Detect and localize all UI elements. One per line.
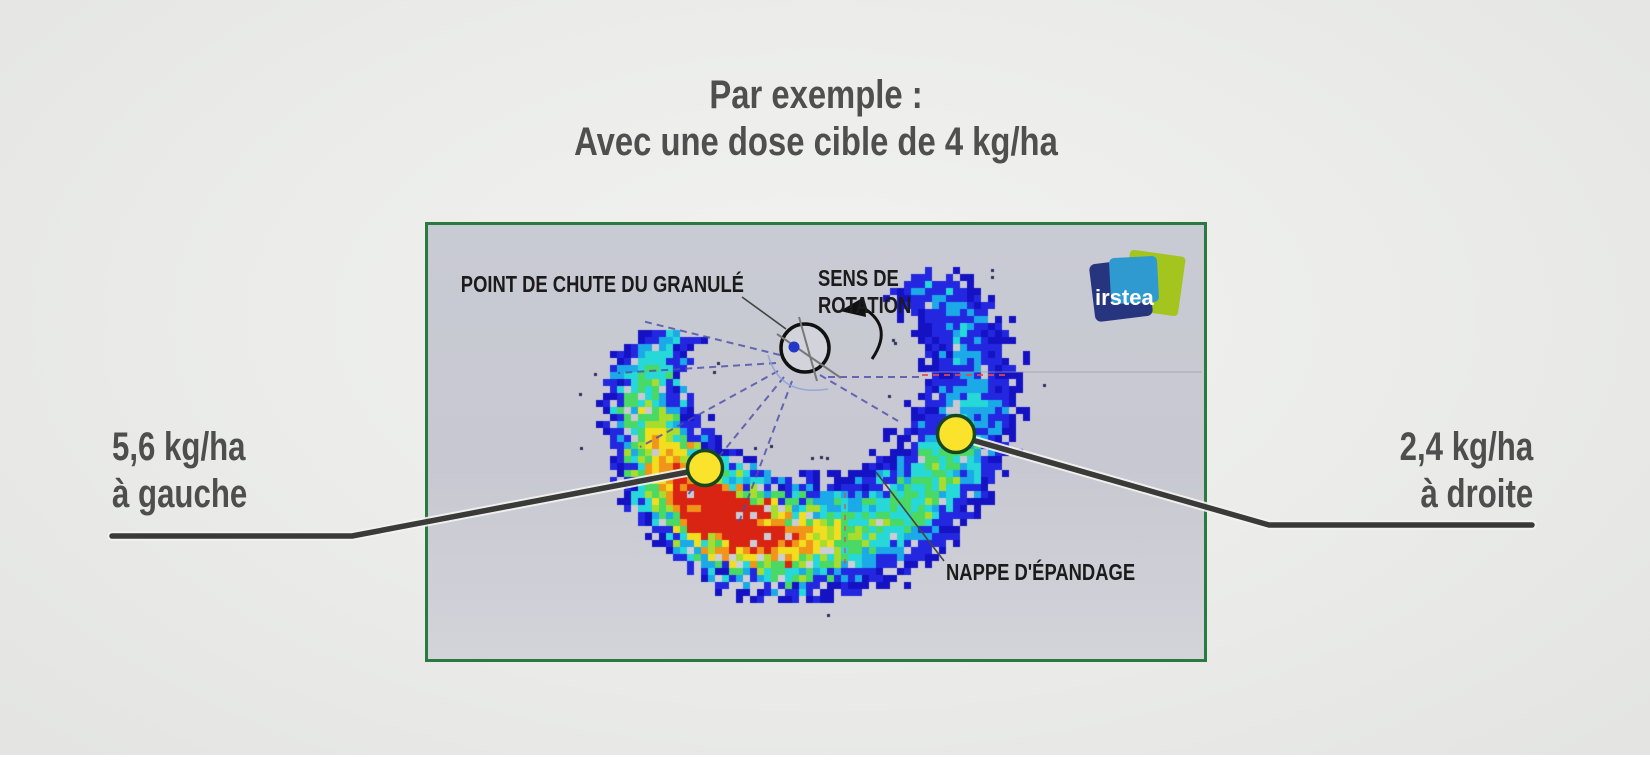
drop-point-leader-line	[741, 296, 787, 330]
label-spread-sheet: NAPPE D'ÉPANDAGE	[946, 559, 1136, 585]
page-title: Par exemple : Avec une dose cible de 4 k…	[521, 72, 1111, 166]
title-line-1: Par exemple :	[709, 73, 923, 117]
annotation-left-value: 5,6 kg/ha	[112, 425, 246, 469]
spreader-disc	[779, 322, 831, 374]
disc-underline-arc	[767, 354, 829, 391]
rotation-arrow-head	[840, 297, 866, 317]
trajectory-rays	[617, 320, 920, 526]
disc-cross-lines	[776, 316, 842, 382]
label-rotation-line-1: SENS DE	[818, 265, 899, 291]
granule-drop-dot	[788, 341, 800, 353]
title-line-2: Avec une dose cible de 4 kg/ha	[574, 120, 1058, 164]
label-drop-point: POINT DE CHUTE DU GRANULÉ	[460, 271, 744, 297]
annotation-left: 5,6 kg/ha à gauche	[112, 424, 247, 518]
label-rotation-direction: SENS DE ROTATION	[818, 265, 911, 319]
irstea-logo-text: irstea	[1095, 285, 1154, 310]
annotation-right: 2,4 kg/ha à droite	[1399, 424, 1533, 518]
irstea-logo: irstea	[1088, 249, 1186, 323]
spread-figure-frame: POINT DE CHUTE DU GRANULÉ SENS DE ROTATI…	[425, 222, 1207, 662]
annotation-left-side: à gauche	[112, 472, 248, 516]
spread-sheet-leader-line	[875, 471, 945, 562]
figure-overlay	[617, 296, 1202, 565]
bottom-strip	[0, 755, 1650, 760]
annotation-right-value: 2,4 kg/ha	[1399, 425, 1533, 469]
annotation-right-side: à droite	[1420, 472, 1533, 516]
label-rotation-line-2: ROTATION	[818, 292, 912, 318]
